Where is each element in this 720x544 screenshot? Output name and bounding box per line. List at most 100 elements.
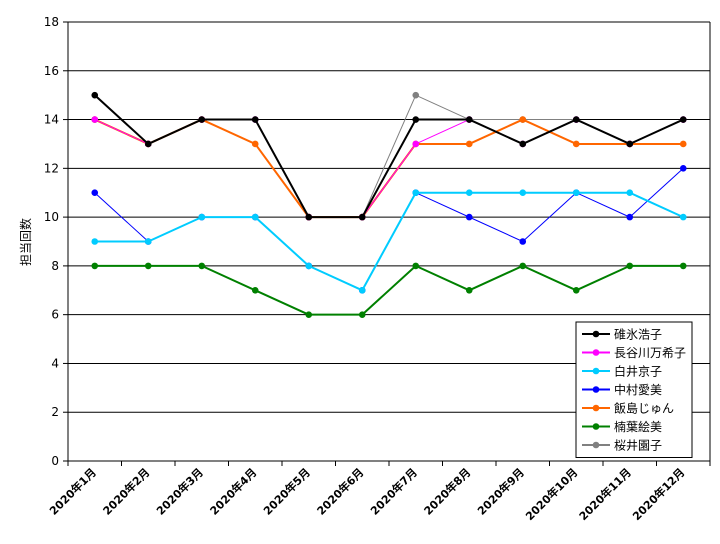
- data-point: [519, 262, 527, 270]
- legend-marker: [592, 423, 600, 430]
- data-point: [572, 189, 580, 197]
- x-tick-label: 2020年3月: [153, 465, 206, 518]
- data-point: [626, 213, 634, 221]
- legend-item: 中村愛美: [582, 382, 662, 397]
- data-point: [572, 116, 580, 123]
- y-tick-label: 18: [44, 15, 59, 29]
- x-tick-label: 2020年6月: [314, 465, 367, 518]
- data-point: [519, 238, 527, 245]
- data-point: [679, 262, 687, 270]
- y-tick-labels: 0 2 4 6 8 10 12 14 16 18: [44, 15, 59, 468]
- legend-label: 白井京子: [614, 364, 662, 379]
- y-tick-label: 0: [51, 454, 59, 468]
- x-tick-label: 2020年10月: [522, 465, 580, 523]
- legend-marker: [592, 404, 600, 412]
- y-tick-label: 12: [44, 161, 59, 175]
- data-point: [519, 140, 527, 148]
- data-point: [144, 262, 152, 270]
- data-point: [305, 311, 313, 318]
- x-tick-label: 2020年7月: [367, 465, 420, 518]
- x-tick-label: 2020年8月: [421, 465, 474, 518]
- y-tick-label: 6: [51, 308, 59, 322]
- series-line: [94, 94, 684, 218]
- data-point: [144, 238, 152, 245]
- legend-marker: [592, 349, 600, 356]
- y-tick-label: 10: [44, 210, 59, 224]
- y-tick-label: 8: [51, 259, 59, 273]
- data-point: [91, 238, 99, 245]
- legend-item: 楠葉絵美: [582, 419, 662, 434]
- data-point: [358, 286, 366, 294]
- data-point: [412, 91, 420, 99]
- y-tick-label: 14: [44, 113, 59, 127]
- axes: [63, 21, 711, 466]
- x-tick-label: 2020年12月: [629, 465, 687, 523]
- data-point: [251, 213, 259, 221]
- series-line: [94, 264, 684, 316]
- data-point: [572, 286, 580, 294]
- data-point: [251, 116, 259, 123]
- data-point: [626, 140, 634, 148]
- data-point: [572, 140, 580, 148]
- data-point: [465, 116, 473, 123]
- series-line: [94, 94, 684, 219]
- legend-item: 碓氷浩子: [582, 327, 662, 342]
- series-6: [91, 262, 687, 318]
- legend-item: 飯島じゅん: [582, 401, 674, 416]
- data-point: [358, 311, 366, 318]
- data-point: [519, 189, 527, 197]
- data-point: [305, 213, 313, 221]
- data-point: [198, 213, 206, 221]
- grid-lines: [68, 21, 710, 462]
- legend-marker: [592, 367, 600, 375]
- data-point: [465, 189, 473, 197]
- data-point: [519, 116, 527, 123]
- legend-label: 碓氷浩子: [614, 327, 662, 342]
- data-point: [91, 189, 99, 197]
- data-point: [679, 165, 687, 172]
- y-tick-label: 16: [44, 64, 59, 78]
- x-tick-label: 2020年2月: [100, 465, 153, 518]
- legend-item: 桜井園子: [582, 439, 662, 453]
- series-4: [91, 165, 687, 294]
- data-point: [679, 213, 687, 221]
- data-point: [91, 91, 99, 99]
- series-line: [94, 191, 684, 292]
- data-point: [144, 140, 152, 148]
- data-point: [412, 189, 420, 197]
- legend-marker: [592, 386, 600, 393]
- legend-label: 長谷川万希子: [614, 345, 686, 360]
- data-point: [358, 213, 366, 221]
- data-point: [412, 262, 420, 270]
- legend-item: 長谷川万希子: [582, 345, 686, 360]
- legend-label: 飯島じゅん: [614, 401, 674, 416]
- legend-label: 中村愛美: [614, 382, 662, 397]
- data-point: [412, 140, 420, 148]
- data-point: [465, 213, 473, 221]
- y-tick-label: 4: [51, 356, 59, 370]
- legend-marker: [592, 330, 600, 338]
- x-tick-label: 2020年1月: [46, 465, 99, 518]
- data-point: [91, 262, 99, 270]
- data-point: [679, 140, 687, 148]
- data-point: [198, 116, 206, 123]
- legend-marker: [592, 441, 600, 449]
- data-point: [679, 116, 687, 123]
- data-point: [198, 262, 206, 270]
- data-point: [412, 116, 420, 123]
- series: [91, 91, 687, 318]
- series-line: [94, 167, 684, 291]
- data-point: [305, 262, 313, 270]
- data-point: [465, 286, 473, 294]
- data-point: [251, 140, 259, 148]
- series-7: [91, 91, 687, 221]
- x-tick-label: 2020年11月: [576, 465, 634, 523]
- x-tick-label: 2020年4月: [207, 465, 260, 518]
- x-tick-label: 2020年9月: [474, 465, 527, 518]
- data-point: [91, 116, 99, 123]
- x-tick-label: 2020年5月: [260, 465, 313, 518]
- legend-label: 桜井園子: [614, 439, 662, 453]
- x-tick-labels: 2020年1月 2020年2月 2020年3月 2020年4月 2020年5月 2020年…: [46, 465, 687, 523]
